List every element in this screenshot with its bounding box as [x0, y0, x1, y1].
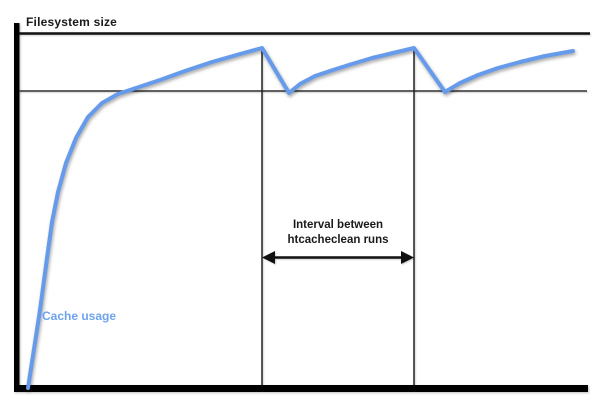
axes: [14, 23, 588, 392]
cache-usage-curve: [26, 46, 575, 390]
y-axis: [14, 23, 20, 392]
filesystem-size-label: Filesystem size: [26, 15, 118, 29]
interval-annotation: Interval between htcacheclean runs: [258, 218, 418, 248]
interval-arrow: [262, 251, 414, 264]
interval-annotation-line2: htcacheclean runs: [287, 234, 389, 246]
interval-arrow-right-head: [401, 251, 414, 264]
cache-usage-label: Cache usage: [42, 309, 117, 323]
interval-annotation-line1: Interval between: [292, 219, 384, 231]
interval-arrow-left-head: [262, 251, 275, 264]
x-axis: [14, 385, 588, 392]
